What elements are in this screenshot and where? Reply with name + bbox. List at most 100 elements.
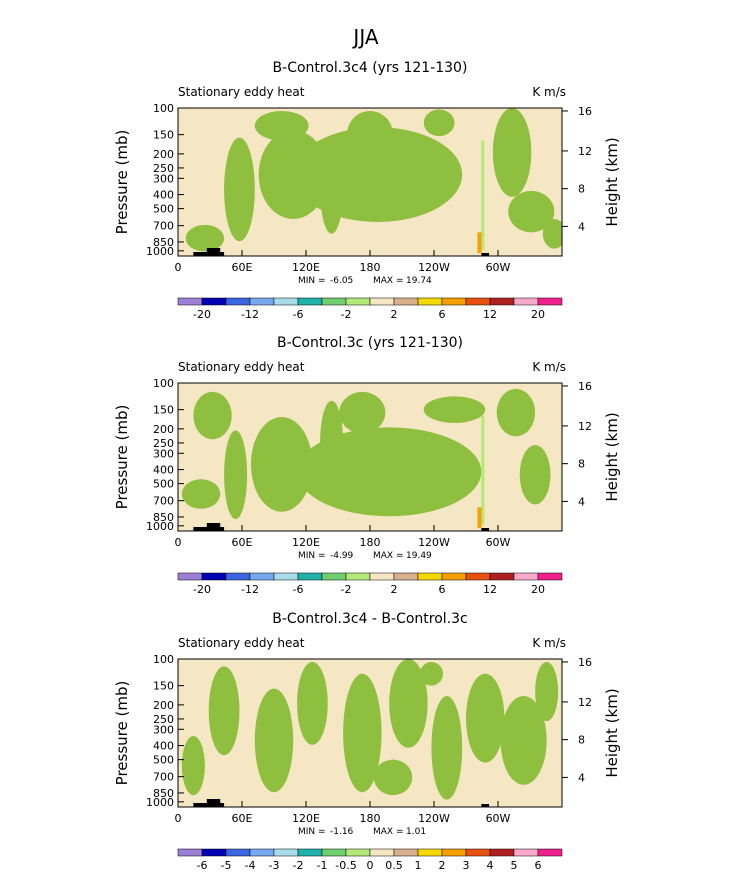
colorbar-swatch [393,848,419,857]
topography [206,523,221,531]
colorbar-label: 5 [511,859,518,872]
x-tick-label: 180 [360,812,381,825]
field-contours [181,659,559,807]
colorbar-label: 20 [531,308,545,321]
contour-region [431,696,463,800]
colorbar-label: -20 [193,583,211,596]
colorbar-swatch [513,848,539,857]
contour-region [500,696,547,785]
y-axis-label: Pressure (mb) [113,681,131,786]
colorbar-swatch [225,297,251,306]
colorbar-label: 20 [531,583,545,596]
colorbar-swatch [489,848,515,857]
y-axis-label: Pressure (mb) [113,130,131,235]
y2-tick-label: 8 [578,458,585,471]
contour-region [224,137,255,242]
y-tick-label: 400 [153,189,174,202]
y-tick-label: 500 [153,754,174,767]
colorbar-label: 12 [483,583,497,596]
max-value: 19.74 [406,276,432,286]
colorbar-label: -6 [293,583,304,596]
colorbar-swatch [297,297,323,306]
contour-spike-max [477,232,482,254]
colorbar-label: -12 [241,583,259,596]
y2-axis-label: Height (km) [603,412,621,501]
colorbar-swatch [321,848,347,857]
colorbar-label: 6 [439,583,446,596]
colorbar-label: 2 [439,859,446,872]
field-contours [185,108,562,256]
colorbar-swatch [417,848,443,857]
topography [206,248,221,256]
figure-title: JJA [351,25,378,49]
y-tick-label: 850 [153,236,174,249]
x-tick-label: 120W [418,536,450,549]
x-tick-label: 0 [175,812,182,825]
contour-region [320,145,344,234]
contour-spike [481,415,485,526]
panel-3: B-Control.3c4 - B-Control.3c Stationary e… [113,611,621,872]
colorbar-swatch [513,572,539,581]
contour-region [185,224,225,252]
colorbar-swatch [489,572,515,581]
colorbar-label: 6 [439,308,446,321]
colorbar-swatch [369,297,395,306]
y-axis-label: Pressure (mb) [113,405,131,510]
x-tick-label: 60E [232,261,253,274]
colorbar-swatch [273,848,299,857]
contour-region [250,417,313,512]
min-value: -1.16 [330,827,354,837]
x-tick-label: 180 [360,261,381,274]
contour-spike-max [477,507,482,529]
left-label: Stationary eddy heat [178,636,305,650]
left-label: Stationary eddy heat [178,85,305,99]
min-label: MIN = [298,551,326,561]
topography [206,799,221,807]
contour-region [343,673,382,793]
colorbar-label: -12 [241,308,259,321]
colorbar-label: 12 [483,308,497,321]
y-tick-label: 500 [153,203,174,216]
contour-region [181,735,205,796]
min-value: -6.05 [330,276,353,286]
contour-region [496,388,536,437]
contour-region [193,391,232,440]
colorbar-label: -2 [341,583,352,596]
contour-region [492,108,532,197]
colorbar-label: -2 [341,308,352,321]
x-tick-label: 120E [292,812,320,825]
contour-region [254,110,309,141]
colorbar-swatch [273,297,299,306]
topography [481,253,490,256]
y2-tick-label: 8 [578,734,585,747]
x-tick-label: 120E [292,536,320,549]
colorbar-label: 1 [415,859,422,872]
colorbar-label: -1 [317,859,328,872]
min-label: MIN = [298,827,326,837]
panel-title: B-Control.3c (yrs 121-130) [277,335,463,351]
y2-tick-label: 12 [578,420,592,433]
colorbar-swatch [201,848,227,857]
x-tick-label: 180 [360,536,381,549]
colorbar-swatch [537,848,563,857]
contour-region [535,661,559,722]
colorbar-swatch [465,572,491,581]
colorbar-swatch [249,848,275,857]
y2-tick-label: 16 [578,380,592,393]
contour-region [419,661,443,686]
colorbar-swatch [321,572,347,581]
contour-region [466,673,505,763]
colorbar-swatch [249,297,275,306]
max-label: MAX = [373,551,404,561]
min-value: -4.99 [330,551,354,561]
colorbar-swatch [441,297,467,306]
colorbar-swatch [513,297,539,306]
units-label: K m/s [532,360,566,374]
panel-title: B-Control.3c4 (yrs 121-130) [273,60,468,76]
y2-tick-label: 4 [578,771,585,784]
contour-region [423,396,486,423]
y-tick-label: 300 [153,723,174,736]
max-label: MAX = [373,276,404,286]
colorbar-swatch [345,297,371,306]
y-tick-label: 400 [153,464,174,477]
